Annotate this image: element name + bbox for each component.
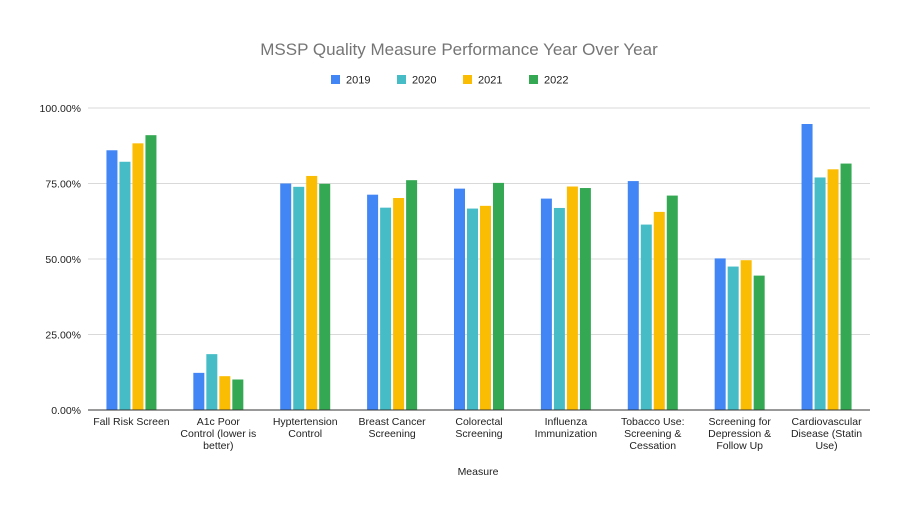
chart-title: MSSP Quality Measure Performance Year Ov… bbox=[260, 40, 658, 59]
bar-2022 bbox=[232, 379, 244, 410]
bar-2021 bbox=[219, 376, 231, 410]
bar-2020 bbox=[119, 161, 131, 410]
x-category-label: Screening for Depression & Follow Up bbox=[708, 416, 771, 452]
x-category-label: Tobacco Use: Screening & Cessation bbox=[621, 416, 685, 452]
bar-2019 bbox=[280, 183, 292, 410]
bar-2021 bbox=[827, 169, 839, 410]
bar-2019 bbox=[627, 181, 639, 410]
bar-2020 bbox=[206, 354, 218, 410]
bar-2019 bbox=[454, 188, 465, 410]
y-tick-label: 100.00% bbox=[40, 103, 81, 115]
bar-2022 bbox=[406, 180, 418, 410]
bar-2020 bbox=[814, 177, 826, 410]
legend-swatch-2019 bbox=[331, 75, 340, 84]
legend-swatch-2021 bbox=[463, 75, 472, 84]
y-tick-label: 75.00% bbox=[45, 179, 81, 191]
bar-2021 bbox=[740, 260, 752, 410]
legend-swatch-2020 bbox=[397, 75, 406, 84]
bar-2019 bbox=[367, 194, 379, 410]
legend-label: 2022 bbox=[544, 75, 568, 87]
bar-2019 bbox=[714, 258, 726, 410]
bars bbox=[106, 124, 852, 411]
y-axis-ticks: 0.00% 25.00% 50.00% 75.00% 100.00% bbox=[40, 103, 81, 417]
bar-2022 bbox=[753, 275, 765, 410]
legend-label: 2020 bbox=[412, 75, 436, 87]
x-category-label: Hyptertension Control bbox=[273, 416, 338, 440]
bar-2022 bbox=[493, 182, 504, 410]
bar-2019 bbox=[540, 198, 552, 410]
legend: 2019 2020 2021 2022 bbox=[331, 75, 568, 87]
y-tick-label: 50.00% bbox=[45, 254, 81, 266]
x-category-label: Breast Cancer Screening bbox=[359, 416, 427, 440]
bar-2019 bbox=[801, 124, 813, 411]
bar-2022 bbox=[579, 188, 591, 410]
bar-2020 bbox=[727, 266, 739, 410]
x-category-label: A1c Poor Control (lower is better) bbox=[180, 416, 256, 452]
bar-2022 bbox=[145, 135, 157, 410]
bar-2021 bbox=[132, 143, 144, 411]
bar-2020 bbox=[467, 208, 478, 410]
bar-2022 bbox=[319, 183, 331, 410]
x-axis-title: Measure bbox=[458, 466, 499, 478]
x-category-label: Cardiovascular Disease (Statin Use) bbox=[791, 416, 862, 452]
bar-2020 bbox=[380, 207, 392, 410]
bar-2021 bbox=[480, 205, 491, 410]
x-category-label: Influenza Immunization bbox=[535, 416, 598, 440]
bar-2019 bbox=[106, 150, 118, 410]
y-tick-label: 0.00% bbox=[51, 405, 81, 417]
gridlines bbox=[88, 107, 870, 335]
bar-2022 bbox=[840, 163, 852, 410]
bar-2020 bbox=[293, 186, 305, 410]
bar-2022 bbox=[666, 195, 678, 410]
y-tick-label: 25.00% bbox=[45, 330, 81, 342]
bar-2021 bbox=[653, 211, 665, 410]
bar-2021 bbox=[393, 197, 405, 410]
legend-label: 2019 bbox=[346, 75, 370, 87]
x-category-label: Colorectal Screening bbox=[455, 416, 502, 440]
bar-2020 bbox=[553, 207, 565, 410]
bar-2020 bbox=[640, 224, 652, 410]
x-category-label: Fall Risk Screen bbox=[93, 416, 170, 428]
x-axis-labels: Fall Risk Screen A1c Poor Control (lower i… bbox=[93, 416, 862, 452]
bar-2021 bbox=[566, 186, 578, 410]
legend-swatch-2022 bbox=[529, 75, 538, 84]
bar-2021 bbox=[306, 175, 318, 410]
legend-label: 2021 bbox=[478, 75, 502, 87]
bar-2019 bbox=[193, 372, 205, 410]
